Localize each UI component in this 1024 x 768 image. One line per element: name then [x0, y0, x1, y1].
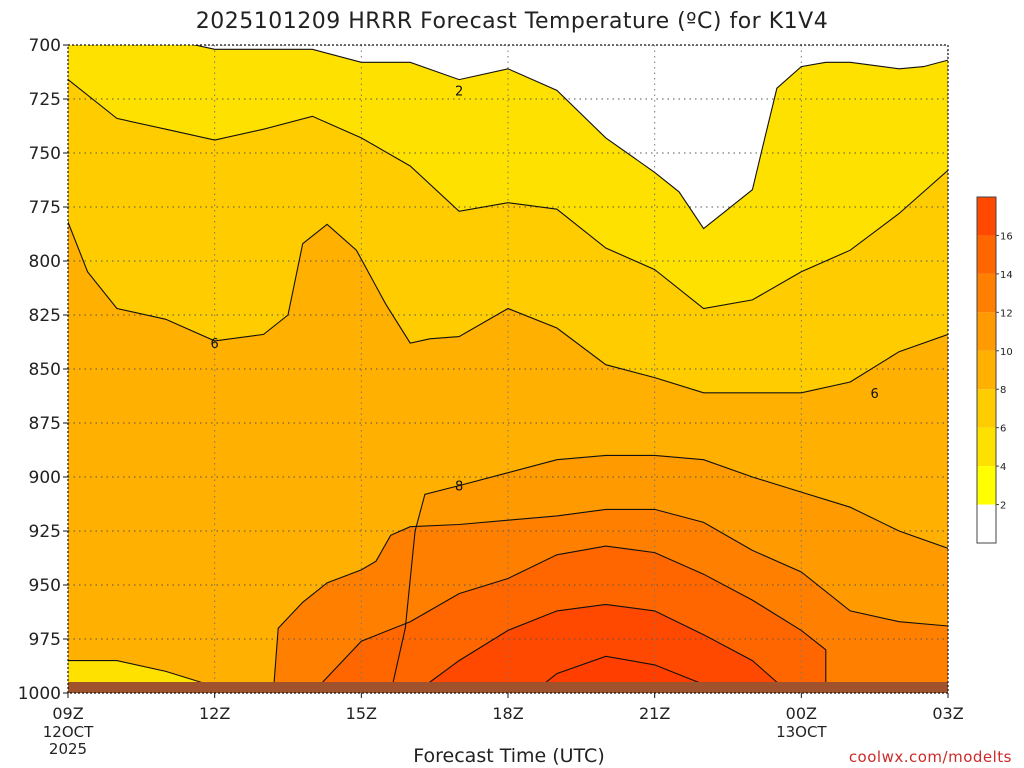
- y-tick-label: 950: [29, 576, 61, 596]
- contour-lines: [68, 45, 948, 693]
- contour-label: 6: [871, 387, 879, 402]
- fill-band-below-2: [195, 45, 948, 229]
- y-tick-label: 850: [29, 360, 61, 380]
- x-tick-label: 00Z: [786, 704, 817, 723]
- x-date-label: 13OCT: [776, 723, 827, 741]
- x-axis-label: Forecast Time (UTC): [413, 745, 604, 767]
- x-tick-label: 18Z: [492, 704, 523, 723]
- y-tick-label: 1000: [18, 684, 61, 704]
- grid-lines: [68, 45, 948, 693]
- y-tick-label: 750: [29, 144, 61, 164]
- x-tick-label: 21Z: [639, 704, 670, 723]
- x-date-label: 12OCT: [43, 723, 94, 741]
- x-date-label: 2025: [49, 740, 87, 758]
- contour-line-14: [414, 603, 778, 693]
- colorbar-box: [977, 312, 996, 351]
- surface-strip: [68, 682, 948, 693]
- colorbar-frame: [976, 196, 997, 544]
- contour-line-10: [272, 508, 948, 693]
- colorbar-box: [977, 504, 996, 543]
- y-tick-label: 775: [29, 198, 61, 218]
- contour-line-12: [312, 545, 827, 693]
- y-tick-label: 975: [29, 630, 61, 650]
- colorbar-box: [977, 427, 996, 467]
- colorbar-box: [977, 273, 996, 313]
- contour-line-6: [68, 221, 948, 394]
- y-tick-label: 825: [29, 306, 61, 326]
- x-tick-label: 03Z: [932, 704, 963, 723]
- x-tick-label: 12Z: [199, 704, 230, 723]
- colorbar-label: 4: [1000, 462, 1006, 473]
- colorbar-label: 6: [1000, 424, 1006, 435]
- colorbar-label: 2: [1000, 501, 1006, 512]
- contour-label: 2: [455, 84, 463, 99]
- x-tick-label: 09Z: [52, 704, 83, 723]
- colorbar-box: [977, 466, 996, 505]
- colorbar-box: [977, 389, 996, 428]
- colorbar-box: [977, 350, 996, 390]
- colorbar-label: 10: [1000, 347, 1013, 358]
- filled-contours: [68, 45, 948, 693]
- contour-label: 6: [211, 337, 219, 352]
- colorbar-label: 8: [1000, 385, 1006, 396]
- x-tick-label: 15Z: [346, 704, 377, 723]
- y-tick-label: 800: [29, 252, 61, 272]
- y-tick-label: 900: [29, 468, 61, 488]
- y-tick-label: 875: [29, 414, 61, 434]
- y-tick-label: 925: [29, 522, 61, 542]
- contour-line-8: [390, 454, 948, 693]
- chart-title: 2025101209 HRRR Forecast Temperature (ºC…: [196, 9, 828, 34]
- contour-label: 8: [455, 480, 463, 495]
- colorbar-label: 12: [1000, 308, 1013, 319]
- plot-area: 2 6 6 8: [68, 45, 948, 693]
- colorbar-box: [977, 235, 996, 274]
- contour-line-3: [68, 79, 948, 310]
- credit-text: coolwx.com/modelts: [849, 748, 1012, 766]
- colorbar-label: 16: [1000, 231, 1013, 242]
- y-tick-label: 725: [29, 90, 61, 110]
- colorbar-label: 14: [1000, 270, 1013, 281]
- colorbar-box: [977, 197, 996, 236]
- contour-line-2: [192, 45, 948, 230]
- colorbar: 2 4 6 8 10 12 14 16: [976, 196, 1013, 544]
- y-tick-label: 700: [29, 36, 61, 56]
- axes: 700 725 750 775 800 825 850 875 900 925 950 975 1000…: [18, 36, 964, 758]
